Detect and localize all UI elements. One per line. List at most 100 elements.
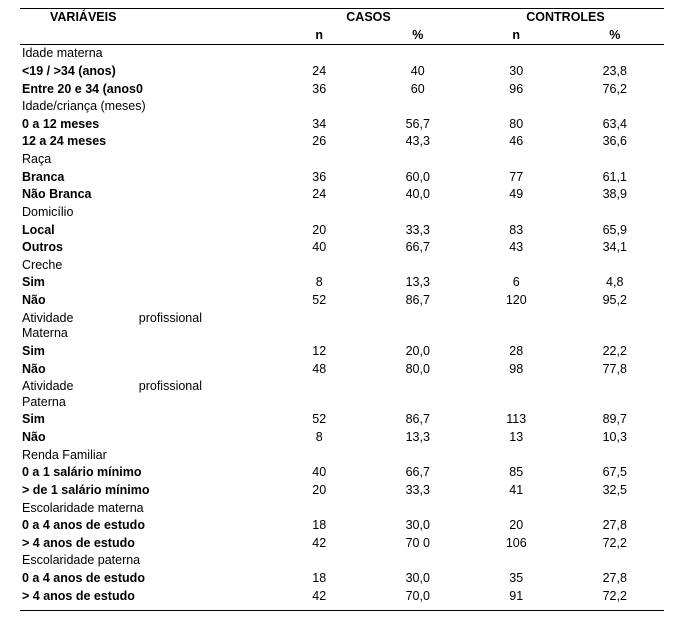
controles-n: 41	[467, 482, 566, 500]
casos-n: 26	[270, 133, 369, 151]
empty-cell	[270, 257, 369, 275]
casos-pct: 70,0	[369, 588, 468, 611]
controles-n: 6	[467, 274, 566, 292]
table-header-row-1: VARIÁVEIS CASOS CONTROLES	[20, 9, 664, 27]
controles-n: 20	[467, 517, 566, 535]
table-row: Renda Familiar	[20, 447, 664, 465]
casos-n: 40	[270, 239, 369, 257]
header-pct-controles: %	[566, 27, 665, 45]
empty-cell	[369, 151, 468, 169]
controles-n: 46	[467, 133, 566, 151]
casos-pct: 30,0	[369, 570, 468, 588]
casos-pct: 60,0	[369, 169, 468, 187]
table-row: Raça	[20, 151, 664, 169]
casos-n: 12	[270, 343, 369, 361]
casos-pct: 60	[369, 81, 468, 99]
empty-cell	[369, 98, 468, 116]
row-label: Local	[20, 222, 270, 240]
table-row: Sim1220,02822,2	[20, 343, 664, 361]
header-n-controles: n	[467, 27, 566, 45]
controles-n: 85	[467, 464, 566, 482]
table-row: Outros4066,74334,1	[20, 239, 664, 257]
empty-cell	[467, 378, 566, 411]
table-header-row-2: n % n %	[20, 27, 664, 45]
empty-cell	[467, 257, 566, 275]
controles-n: 83	[467, 222, 566, 240]
table-row: Não813,31310,3	[20, 429, 664, 447]
table-row: Não5286,712095,2	[20, 292, 664, 310]
row-label: > 4 anos de estudo	[20, 588, 270, 611]
casos-n: 8	[270, 274, 369, 292]
section-label: Escolaridade materna	[20, 500, 270, 518]
table-row: Entre 20 e 34 (anos036609676,2	[20, 81, 664, 99]
empty-cell	[369, 552, 468, 570]
row-label: Não Branca	[20, 186, 270, 204]
empty-cell	[270, 500, 369, 518]
table-row: Domicílio	[20, 204, 664, 222]
controles-pct: 10,3	[566, 429, 665, 447]
empty-cell	[369, 257, 468, 275]
casos-pct: 30,0	[369, 517, 468, 535]
controles-pct: 23,8	[566, 63, 665, 81]
table-row: Não4880,09877,8	[20, 361, 664, 379]
section-label: AtividadeprofissionalPaterna	[20, 378, 270, 411]
controles-pct: 72,2	[566, 588, 665, 611]
controles-n: 35	[467, 570, 566, 588]
row-label: Não	[20, 429, 270, 447]
casos-pct: 33,3	[369, 222, 468, 240]
row-label: Sim	[20, 411, 270, 429]
controles-n: 80	[467, 116, 566, 134]
controles-pct: 63,4	[566, 116, 665, 134]
row-label: Não	[20, 292, 270, 310]
controles-pct: 34,1	[566, 239, 665, 257]
section-label: Renda Familiar	[20, 447, 270, 465]
section-label: Idade/criança (meses)	[20, 98, 270, 116]
controles-pct: 27,8	[566, 570, 665, 588]
table-row: 12 a 24 meses2643,34636,6	[20, 133, 664, 151]
controles-pct: 4,8	[566, 274, 665, 292]
empty-cell	[369, 204, 468, 222]
casos-pct: 40	[369, 63, 468, 81]
table-row: <19 / >34 (anos)24403023,8	[20, 63, 664, 81]
casos-pct: 20,0	[369, 343, 468, 361]
table-row: 0 a 12 meses3456,78063,4	[20, 116, 664, 134]
casos-pct: 13,3	[369, 274, 468, 292]
casos-pct: 66,7	[369, 239, 468, 257]
row-label: <19 / >34 (anos)	[20, 63, 270, 81]
empty-cell	[566, 378, 665, 411]
empty-cell	[467, 151, 566, 169]
empty-cell	[467, 310, 566, 343]
table-row: AtividadeprofissionalMaterna	[20, 310, 664, 343]
controles-n: 96	[467, 81, 566, 99]
controles-pct: 67,5	[566, 464, 665, 482]
empty-cell	[270, 151, 369, 169]
header-blank	[20, 27, 270, 45]
empty-cell	[566, 98, 665, 116]
controles-pct: 22,2	[566, 343, 665, 361]
section-label: Raça	[20, 151, 270, 169]
empty-cell	[566, 310, 665, 343]
casos-n: 20	[270, 222, 369, 240]
empty-cell	[467, 204, 566, 222]
table-row: Escolaridade paterna	[20, 552, 664, 570]
controles-pct: 77,8	[566, 361, 665, 379]
casos-n: 20	[270, 482, 369, 500]
table-row: 0 a 1 salário mínimo4066,78567,5	[20, 464, 664, 482]
header-variaveis: VARIÁVEIS	[20, 9, 270, 27]
empty-cell	[369, 447, 468, 465]
controles-n: 49	[467, 186, 566, 204]
header-n-casos: n	[270, 27, 369, 45]
casos-n: 52	[270, 411, 369, 429]
casos-n: 42	[270, 535, 369, 553]
casos-pct: 56,7	[369, 116, 468, 134]
row-label: 0 a 1 salário mínimo	[20, 464, 270, 482]
empty-cell	[270, 45, 369, 63]
table-row: Local2033,38365,9	[20, 222, 664, 240]
casos-pct: 43,3	[369, 133, 468, 151]
controles-pct: 65,9	[566, 222, 665, 240]
header-pct-casos: %	[369, 27, 468, 45]
table-body: Idade materna<19 / >34 (anos)24403023,8E…	[20, 45, 664, 611]
empty-cell	[467, 447, 566, 465]
controles-pct: 36,6	[566, 133, 665, 151]
casos-pct: 40,0	[369, 186, 468, 204]
